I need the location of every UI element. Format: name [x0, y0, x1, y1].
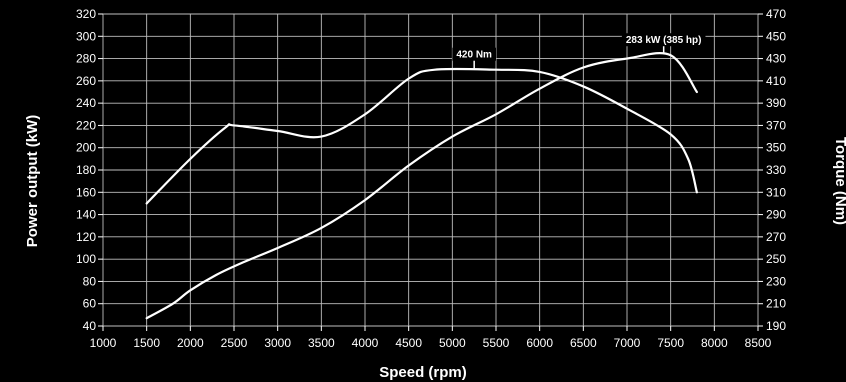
annotation-label: 283 kW (385 hp): [626, 35, 702, 46]
x-tick-label: 4000: [352, 336, 379, 350]
x-tick-label: 6000: [526, 336, 553, 350]
x-axis-ticks: 1000 1500 2000 2500 3000 3500 4000 4500 5000 5500…: [90, 326, 772, 350]
left-tick-label: 220: [76, 118, 96, 132]
x-tick-label: 4500: [395, 336, 422, 350]
x-tick-label: 5000: [439, 336, 466, 350]
right-tick-label: 370: [766, 118, 786, 132]
series-lines: [145, 52, 698, 320]
x-tick-label: 1000: [90, 336, 117, 350]
right-tick-label: 470: [766, 7, 786, 21]
x-axis-title: Speed (rpm): [379, 364, 467, 381]
x-tick-label: 7500: [657, 336, 684, 350]
left-tick-label: 60: [83, 297, 97, 311]
x-tick-label: 2500: [221, 336, 248, 350]
right-tick-label: 450: [766, 29, 786, 43]
right-axis-title: Torque (Nm): [832, 137, 846, 225]
x-tick-label: 5500: [483, 336, 510, 350]
right-tick-label: 410: [766, 74, 786, 88]
right-tick-label: 290: [766, 208, 786, 222]
right-axis-ticks: 190 210 230 250 270 290 310 330 350 370 390 410 430 4…: [758, 7, 786, 333]
left-tick-label: 160: [76, 185, 96, 199]
annotation-background: [621, 33, 706, 47]
left-tick-label: 40: [83, 319, 97, 333]
x-tick-label: 3000: [264, 336, 291, 350]
right-tick-label: 350: [766, 141, 786, 155]
grid: [102, 13, 759, 327]
x-tick-label: 8000: [701, 336, 728, 350]
x-tick-label: 6500: [570, 336, 597, 350]
annotation-background: [452, 47, 497, 61]
right-tick-label: 270: [766, 230, 786, 244]
left-tick-label: 300: [76, 29, 96, 43]
torque-curve: [145, 67, 698, 205]
x-tick-label: 2000: [177, 336, 204, 350]
annotation-label: 420 Nm: [456, 50, 492, 61]
right-tick-label: 210: [766, 297, 786, 311]
x-tick-label: 1500: [133, 336, 160, 350]
right-tick-label: 190: [766, 319, 786, 333]
annotations: 420 Nm 283 kW (385 hp): [452, 33, 706, 69]
left-tick-label: 80: [83, 274, 97, 288]
left-tick-label: 240: [76, 96, 96, 110]
right-tick-label: 430: [766, 52, 786, 66]
right-tick-label: 330: [766, 163, 786, 177]
right-tick-label: 230: [766, 274, 786, 288]
left-axis-ticks: 40 60 80 100 120 140 160 180 200 220 240 260 280 300 3…: [76, 7, 103, 333]
left-tick-label: 260: [76, 74, 96, 88]
left-tick-label: 120: [76, 230, 96, 244]
x-tick-label: 7000: [614, 336, 641, 350]
left-tick-label: 140: [76, 208, 96, 222]
x-tick-label: 8500: [745, 336, 772, 350]
left-tick-label: 100: [76, 252, 96, 266]
right-tick-label: 250: [766, 252, 786, 266]
power-curve: [145, 52, 698, 320]
right-tick-label: 310: [766, 185, 786, 199]
left-tick-label: 280: [76, 52, 96, 66]
x-tick-label: 3500: [308, 336, 335, 350]
left-tick-label: 320: [76, 7, 96, 21]
left-tick-label: 200: [76, 141, 96, 155]
left-tick-label: 180: [76, 163, 96, 177]
right-tick-label: 390: [766, 96, 786, 110]
left-axis-title: Power output (kW): [24, 115, 41, 247]
